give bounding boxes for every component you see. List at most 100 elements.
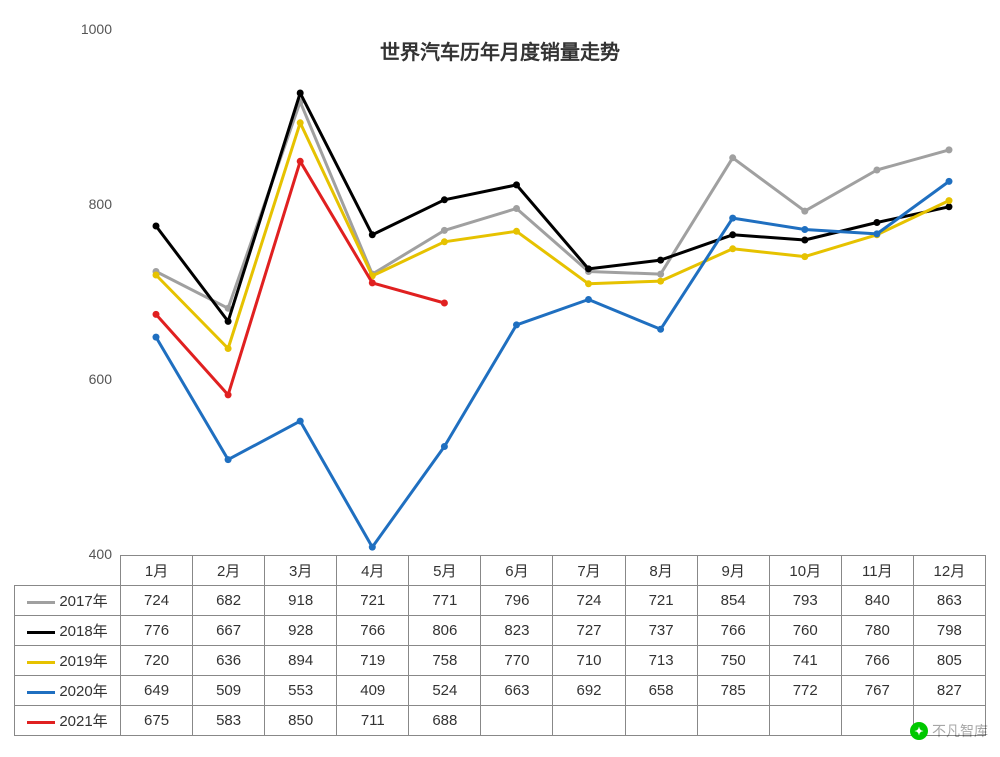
data-cell: 770	[481, 646, 553, 676]
series-marker	[369, 279, 376, 286]
data-cell	[625, 706, 697, 736]
series-marker	[801, 226, 808, 233]
legend-cell: 2021年	[15, 706, 121, 736]
data-cell: 766	[697, 616, 769, 646]
data-cell: 663	[481, 676, 553, 706]
legend-swatch	[27, 691, 55, 694]
series-marker	[297, 418, 304, 425]
table-header-cell: 12月	[913, 556, 985, 586]
data-cell: 724	[553, 586, 625, 616]
data-cell: 658	[625, 676, 697, 706]
data-cell: 713	[625, 646, 697, 676]
series-marker	[513, 228, 520, 235]
series-marker	[946, 197, 953, 204]
data-cell: 918	[265, 586, 337, 616]
series-marker	[801, 208, 808, 215]
data-cell: 675	[121, 706, 193, 736]
series-marker	[801, 237, 808, 244]
series-marker	[657, 257, 664, 264]
series-marker	[729, 154, 736, 161]
series-marker	[513, 181, 520, 188]
series-marker	[585, 280, 592, 287]
data-cell: 710	[553, 646, 625, 676]
table-header-cell: 3月	[265, 556, 337, 586]
data-cell: 827	[913, 676, 985, 706]
y-tick-label: 400	[62, 546, 112, 562]
data-cell	[553, 706, 625, 736]
legend-swatch	[27, 631, 55, 634]
watermark-text: 不凡智库	[932, 721, 988, 741]
data-cell: 806	[409, 616, 481, 646]
data-cell: 793	[769, 586, 841, 616]
series-line	[156, 123, 949, 349]
series-marker	[441, 443, 448, 450]
data-cell: 737	[625, 616, 697, 646]
series-marker	[873, 167, 880, 174]
series-marker	[729, 245, 736, 252]
series-marker	[729, 215, 736, 222]
data-cell: 780	[841, 616, 913, 646]
legend-label: 2020年	[59, 683, 107, 700]
series-marker	[297, 90, 304, 97]
series-line	[156, 161, 444, 395]
legend-cell: 2020年	[15, 676, 121, 706]
table-header-cell: 6月	[481, 556, 553, 586]
series-marker	[946, 203, 953, 210]
series-marker	[873, 219, 880, 226]
series-marker	[225, 391, 232, 398]
data-cell: 741	[769, 646, 841, 676]
table-row: 2017年72468291872177179672472185479384086…	[15, 586, 986, 616]
data-cell: 553	[265, 676, 337, 706]
table-header-row: 1月2月3月4月5月6月7月8月9月10月11月12月	[15, 556, 986, 586]
series-marker	[297, 158, 304, 165]
y-tick-label: 600	[62, 371, 112, 387]
line-chart-svg	[0, 0, 1000, 560]
data-cell: 766	[337, 616, 409, 646]
series-marker	[946, 178, 953, 185]
series-marker	[153, 334, 160, 341]
data-cell: 688	[409, 706, 481, 736]
series-marker	[441, 300, 448, 307]
series-marker	[369, 231, 376, 238]
data-cell: 727	[553, 616, 625, 646]
data-cell: 409	[337, 676, 409, 706]
series-marker	[657, 326, 664, 333]
series-marker	[657, 278, 664, 285]
data-cell: 823	[481, 616, 553, 646]
table-header-cell: 11月	[841, 556, 913, 586]
data-cell: 720	[121, 646, 193, 676]
legend-swatch	[27, 721, 55, 724]
data-cell: 649	[121, 676, 193, 706]
table-header-cell: 1月	[121, 556, 193, 586]
table-row: 2020年64950955340952466369265878577276782…	[15, 676, 986, 706]
data-cell: 863	[913, 586, 985, 616]
data-cell: 854	[697, 586, 769, 616]
table-row: 2021年675583850711688	[15, 706, 986, 736]
series-marker	[585, 265, 592, 272]
series-marker	[441, 227, 448, 234]
data-cell: 636	[193, 646, 265, 676]
table-header-cell: 7月	[553, 556, 625, 586]
series-marker	[873, 230, 880, 237]
watermark: ✦ 不凡智库	[910, 721, 988, 741]
legend-label: 2018年	[59, 623, 107, 640]
data-cell: 850	[265, 706, 337, 736]
series-marker	[513, 321, 520, 328]
legend-label: 2017年	[59, 593, 107, 610]
wechat-icon: ✦	[910, 722, 928, 740]
table-header-cell: 4月	[337, 556, 409, 586]
data-cell: 750	[697, 646, 769, 676]
data-cell: 509	[193, 676, 265, 706]
series-marker	[153, 223, 160, 230]
data-cell: 721	[337, 586, 409, 616]
data-cell: 785	[697, 676, 769, 706]
data-cell: 682	[193, 586, 265, 616]
legend-swatch	[27, 661, 55, 664]
data-cell: 719	[337, 646, 409, 676]
data-cell: 758	[409, 646, 481, 676]
table-header-cell: 2月	[193, 556, 265, 586]
table-header-cell: 9月	[697, 556, 769, 586]
table-row: 2018年77666792876680682372773776676078079…	[15, 616, 986, 646]
data-cell: 840	[841, 586, 913, 616]
series-marker	[441, 196, 448, 203]
